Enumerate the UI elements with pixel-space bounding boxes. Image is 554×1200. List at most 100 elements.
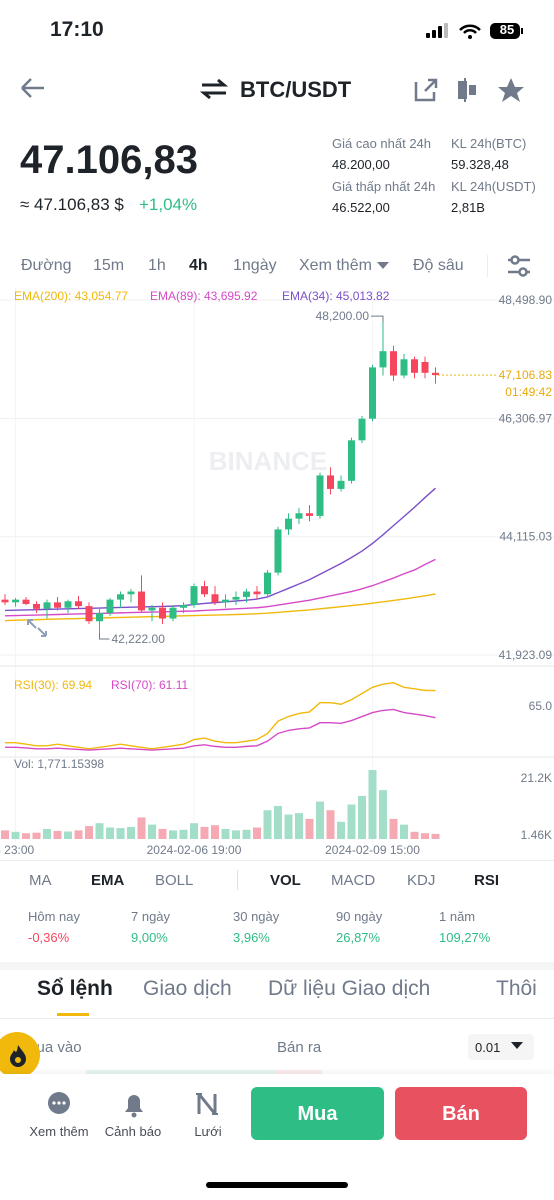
indicator-tab[interactable]: RSI [474,872,500,889]
candle-body [96,613,103,622]
perf-value: 3,96% [233,930,270,945]
step-value[interactable]: 0.01 [475,1040,501,1055]
volume-bar [242,829,251,839]
watermark: BINANCE [209,446,327,476]
back-button[interactable] [18,76,48,100]
indicator-tab[interactable]: KDJ [407,872,436,889]
buy-button[interactable] [251,1087,384,1140]
candle-body [33,603,40,609]
buy-header: Mua vào [24,1039,82,1056]
volume-bar [263,810,272,839]
candle-body [432,372,439,376]
bottom-icons[interactable] [46,1090,226,1120]
volume-bar [305,818,314,839]
orderbook-tab[interactable]: Sổ lệnh [37,977,113,1000]
candle-body [43,602,51,609]
candle-body [85,606,93,622]
perf-label: 30 ngày [233,909,280,924]
sell-label[interactable]: Bán [442,1103,480,1125]
indicator-tab[interactable]: MA [29,872,52,889]
candle-body [400,359,408,376]
candle-body [211,594,219,603]
candle-body [348,440,355,481]
volume-bar [379,790,387,839]
chart: BINANCE 48,498.90 46,306.97 44,115.03 41,923… [0,288,554,857]
volume-bar [421,833,429,839]
volume-bar [284,814,293,839]
volume-bar [95,823,104,839]
perf-label: 7 ngày [131,909,171,924]
perf-label: Hôm nay [28,909,81,924]
ema-line [4,593,436,622]
candle-body [54,602,61,608]
perf-value: 9,00% [131,930,168,945]
interval-tab[interactable]: 4h [189,257,208,274]
volume-bar [179,829,188,839]
interval-tab[interactable]: Độ sâu [413,257,464,274]
volume-bar [22,833,30,839]
depth-bar [276,1070,322,1076]
rsi-line [5,681,436,750]
candle-body [306,513,313,516]
dropdown-arrow [377,262,389,269]
interval-tab[interactable]: 1h [148,257,166,274]
header-icons[interactable] [412,76,532,104]
candle-body [222,599,229,603]
bottom-nav-item[interactable]: Xem thêm [29,1124,89,1139]
indicator-tab[interactable]: VOL [270,872,301,889]
rsi-line [5,708,436,751]
bottom-nav-item[interactable]: Lưới [194,1124,222,1139]
volume-bar [347,804,356,839]
orderbook-tab[interactable]: Thôi [496,977,537,1000]
interval-tab[interactable]: 1ngày [233,257,277,274]
indicator-tab[interactable]: EMA [91,872,125,889]
volume-bar [43,828,51,839]
rsi-legend: RSI(30): 69.94 [14,678,92,692]
volume-bar [190,823,198,839]
stat-value: 2,81B [451,200,485,215]
zoom-icon [27,619,47,637]
low-label: 42,222.00 [112,632,166,646]
candle-body [285,518,292,530]
ema-legend: EMA(200): 43,054.77 [14,289,128,303]
volume-bar [106,827,114,839]
orderbook-tab[interactable]: Dữ liệu Giao dịch [268,977,431,1000]
volume-bar [232,830,240,839]
volume-bar [326,810,335,839]
step-select[interactable] [468,1034,534,1060]
volume-tick-label: 1.46K [521,828,552,842]
fire-icon [10,1045,26,1067]
candle-body [180,605,187,608]
candle-body [379,351,387,368]
divider [487,255,488,277]
chart-settings[interactable] [506,254,532,278]
perf-value: 26,87% [336,930,381,945]
bottom-nav-item[interactable]: Cảnh báo [104,1124,162,1139]
candle-body [295,513,303,519]
stat-label: Giá cao nhất 24h [332,136,432,151]
indicator-tab[interactable]: MACD [331,872,376,889]
last-price-box [496,367,554,402]
swap-icon[interactable] [200,78,228,100]
sell-button[interactable] [395,1087,527,1140]
rsi-legend: RSI(70): 61.11 [111,678,188,692]
interval-tab[interactable]: 15m [93,257,125,274]
stat-value: 46.522,00 [332,200,390,215]
ema-legend: EMA(34): 45,013.82 [282,289,390,303]
buy-label[interactable]: Mua [297,1103,338,1125]
orderbook-tab[interactable]: Giao dịch [143,977,232,1000]
volume-bar [431,833,440,839]
status-icons [426,23,523,39]
pair-title[interactable]: BTC/USDT [240,77,352,102]
interval-tab[interactable]: Xem thêm [299,257,372,274]
volume-bar [274,805,282,839]
stat-label: KL 24h(BTC) [451,136,527,151]
candle-body [1,599,9,603]
candle-body [390,351,397,376]
battery-level: 85 [499,22,515,37]
tab-indicator [57,1013,89,1016]
interval-tab[interactable]: Đường [21,257,72,274]
indicator-tab[interactable]: BOLL [155,872,194,889]
volume-bar [400,824,408,839]
